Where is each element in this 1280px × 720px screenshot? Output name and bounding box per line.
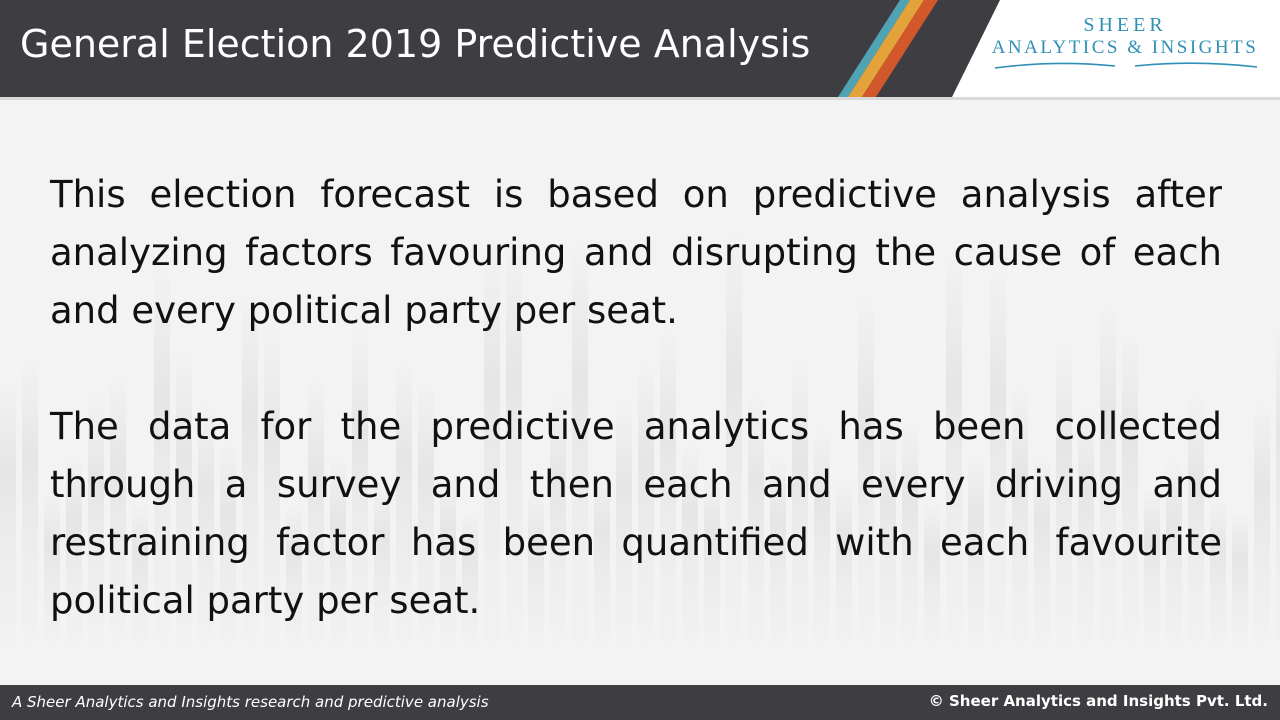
background-bar bbox=[286, 502, 302, 645]
background-bar bbox=[1210, 497, 1226, 645]
page-title: General Election 2019 Predictive Analysi… bbox=[20, 22, 811, 66]
background-bar bbox=[66, 451, 82, 645]
background-bar bbox=[1122, 329, 1138, 645]
header-stripes bbox=[838, 0, 1280, 97]
background-bar bbox=[462, 509, 478, 645]
background-bar bbox=[528, 488, 544, 645]
footer-bar: A Sheer Analytics and Insights research … bbox=[0, 685, 1280, 720]
background-bar bbox=[110, 373, 126, 645]
background-bar bbox=[132, 501, 148, 645]
background-bar bbox=[1232, 510, 1248, 645]
stripe-yellow bbox=[848, 0, 924, 97]
background-bar bbox=[0, 377, 16, 645]
background-bar bbox=[748, 391, 764, 645]
paragraph-data: The data for the predictive analytics ha… bbox=[50, 405, 1222, 622]
background-bar bbox=[660, 323, 676, 645]
background-bar bbox=[924, 501, 940, 645]
background-bar bbox=[792, 360, 808, 645]
background-bar bbox=[418, 378, 434, 645]
background-bar bbox=[220, 439, 236, 645]
background-bar bbox=[1188, 389, 1204, 645]
background-bar bbox=[1100, 297, 1116, 645]
background-bar bbox=[682, 440, 698, 645]
stripe-orange bbox=[862, 0, 938, 97]
background-bar bbox=[968, 453, 984, 645]
background-bar bbox=[946, 247, 962, 645]
background-bar bbox=[858, 293, 874, 645]
background-bar bbox=[770, 455, 786, 645]
background-bar bbox=[616, 399, 632, 645]
background-bars bbox=[0, 229, 1280, 645]
paragraph-forecast: This election forecast is based on predi… bbox=[50, 173, 1222, 332]
background-bar bbox=[1034, 454, 1050, 645]
background-bar bbox=[880, 419, 896, 645]
background-bar bbox=[902, 419, 918, 645]
background-bar bbox=[44, 490, 60, 645]
background-bar bbox=[396, 356, 412, 645]
footer-tagline: A Sheer Analytics and Insights research … bbox=[12, 693, 489, 711]
stripe-teal bbox=[838, 0, 910, 97]
background-bar bbox=[1012, 383, 1028, 645]
background-bar bbox=[308, 375, 324, 645]
background-bar bbox=[242, 290, 258, 645]
background-bar bbox=[814, 425, 830, 645]
background-bar bbox=[154, 261, 170, 645]
logo-swoosh-icon bbox=[994, 62, 1258, 69]
background-bar bbox=[198, 401, 214, 645]
header-bar: General Election 2019 Predictive Analysi… bbox=[0, 0, 1280, 97]
background-bar bbox=[484, 243, 500, 645]
background-bar bbox=[704, 473, 720, 645]
logo-text-analytics: ANALYTICS & INSIGHTS bbox=[991, 37, 1259, 58]
background-bar bbox=[550, 391, 566, 645]
background-bar bbox=[572, 238, 588, 645]
background-bar bbox=[176, 348, 192, 645]
logo-text-sheer: SHEER bbox=[1083, 14, 1167, 36]
background-bar bbox=[1166, 457, 1182, 645]
logo-panel bbox=[952, 0, 1280, 97]
background-bar bbox=[1056, 344, 1072, 645]
background-bar bbox=[352, 323, 368, 645]
background-bar bbox=[330, 454, 346, 645]
background-bar bbox=[264, 327, 280, 645]
header-rule bbox=[0, 97, 1280, 100]
background-bar bbox=[22, 356, 38, 645]
company-logo: SHEER ANALYTICS & INSIGHTS bbox=[985, 14, 1265, 74]
background-bar bbox=[1276, 320, 1280, 645]
background-bar bbox=[440, 472, 456, 645]
main-content: This election forecast is based on predi… bbox=[50, 166, 1222, 688]
background-bar bbox=[88, 392, 104, 645]
background-bar bbox=[1254, 401, 1270, 645]
background-bar bbox=[1144, 484, 1160, 645]
background-bar bbox=[1078, 404, 1094, 645]
footer-copyright: © Sheer Analytics and Insights Pvt. Ltd. bbox=[928, 692, 1268, 710]
background-bar bbox=[594, 468, 610, 645]
background-bar bbox=[638, 359, 654, 645]
background-bar bbox=[726, 229, 742, 645]
background-bar bbox=[374, 477, 390, 645]
background-bar bbox=[506, 234, 522, 645]
background-bar bbox=[836, 478, 852, 645]
background-bar bbox=[990, 259, 1006, 645]
